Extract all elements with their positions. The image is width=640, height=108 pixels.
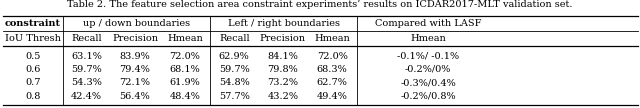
Text: 62.9%: 62.9% xyxy=(219,52,250,61)
Text: 59.7%: 59.7% xyxy=(219,65,250,74)
Text: 72.0%: 72.0% xyxy=(170,52,200,61)
Text: 56.4%: 56.4% xyxy=(120,92,150,101)
Text: 84.1%: 84.1% xyxy=(268,52,298,61)
Text: Precision: Precision xyxy=(260,34,306,43)
Text: 0.6: 0.6 xyxy=(25,65,41,74)
Text: Left / right boundaries: Left / right boundaries xyxy=(228,19,340,28)
Text: 0.8: 0.8 xyxy=(25,92,41,101)
Text: 54.8%: 54.8% xyxy=(219,78,250,87)
Text: 42.4%: 42.4% xyxy=(71,92,102,101)
Text: -0.2%/0%: -0.2%/0% xyxy=(405,65,451,74)
Text: Recall: Recall xyxy=(71,34,102,43)
Text: 79.4%: 79.4% xyxy=(120,65,150,74)
Text: Hmean: Hmean xyxy=(167,34,203,43)
Text: 63.1%: 63.1% xyxy=(71,52,102,61)
Text: 43.2%: 43.2% xyxy=(268,92,298,101)
Text: IoU Thresh: IoU Thresh xyxy=(5,34,61,43)
Text: 72.0%: 72.0% xyxy=(317,52,348,61)
Text: constraint: constraint xyxy=(5,19,61,28)
Text: 83.9%: 83.9% xyxy=(120,52,150,61)
Text: 48.4%: 48.4% xyxy=(170,92,200,101)
Text: up / down boundaries: up / down boundaries xyxy=(83,19,190,28)
Text: -0.2%/0.8%: -0.2%/0.8% xyxy=(401,92,456,101)
Text: 73.2%: 73.2% xyxy=(268,78,298,87)
Text: Hmean: Hmean xyxy=(410,34,446,43)
Text: 0.7: 0.7 xyxy=(25,78,41,87)
Text: 62.7%: 62.7% xyxy=(317,78,348,87)
Text: -0.1%/ -0.1%: -0.1%/ -0.1% xyxy=(397,52,460,61)
Text: 49.4%: 49.4% xyxy=(317,92,348,101)
Text: -0.3%/0.4%: -0.3%/0.4% xyxy=(400,78,456,87)
Text: 57.7%: 57.7% xyxy=(219,92,250,101)
Text: 72.1%: 72.1% xyxy=(120,78,150,87)
Text: 79.8%: 79.8% xyxy=(268,65,298,74)
Text: 68.1%: 68.1% xyxy=(170,65,200,74)
Text: Hmean: Hmean xyxy=(314,34,350,43)
Text: 68.3%: 68.3% xyxy=(317,65,348,74)
Text: Precision: Precision xyxy=(112,34,158,43)
Text: 61.9%: 61.9% xyxy=(170,78,200,87)
Text: Compared with LASF: Compared with LASF xyxy=(375,19,481,28)
Text: 54.3%: 54.3% xyxy=(71,78,102,87)
Text: 0.5: 0.5 xyxy=(25,52,41,61)
Text: Recall: Recall xyxy=(219,34,250,43)
Text: 59.7%: 59.7% xyxy=(71,65,102,74)
Text: Table 2. The feature selection area constraint experiments’ results on ICDAR2017: Table 2. The feature selection area cons… xyxy=(67,0,573,9)
